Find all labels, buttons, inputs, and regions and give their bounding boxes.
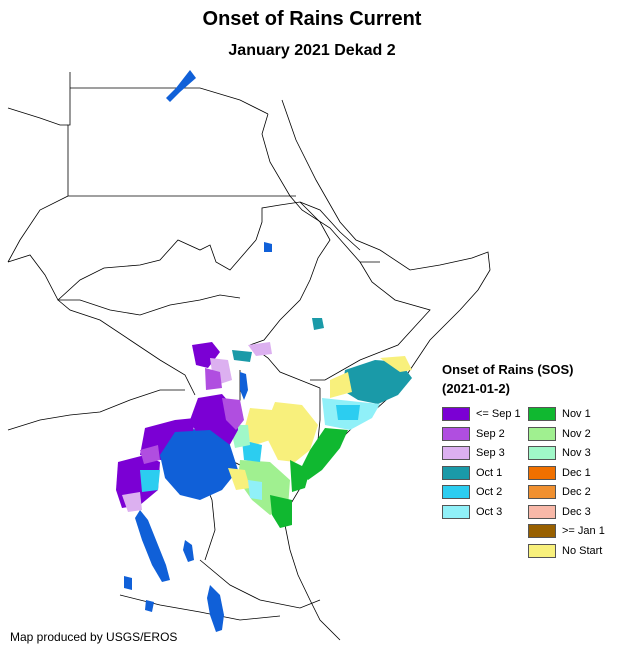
legend-item: Dec 1 <box>528 465 591 481</box>
region-nov1-coast <box>300 428 348 480</box>
region-oct3-tanzania <box>248 480 262 500</box>
lake-rukwa <box>183 540 194 562</box>
region-sep3-ethiopia <box>248 342 272 356</box>
legend-label: Nov 3 <box>562 447 591 459</box>
legend-item: Nov 2 <box>528 426 591 442</box>
border-car-drc <box>7 389 185 431</box>
legend: Onset of Rains (SOS) (2021-01-2) <= Sep … <box>442 360 612 566</box>
legend-label: Dec 3 <box>562 505 591 518</box>
map-subtitle: January 2021 Dekad 2 <box>228 42 396 59</box>
region-oct1-small <box>312 318 324 330</box>
legend-item: Oct 3 <box>442 504 502 520</box>
border-sudan-ethiopia <box>249 201 331 346</box>
border-sudan-southsudan <box>58 294 241 316</box>
region-nostart-kenya-east <box>268 402 318 462</box>
coast-red-sea-west <box>261 113 380 263</box>
legend-grid: <= Sep 1 Sep 2 Sep 3 Oct 1 Oct 2 Oct 3 Nov 1 No… <box>442 406 612 566</box>
region-oct2-somalia <box>336 405 360 420</box>
legend-swatch <box>442 426 470 441</box>
border-southsudan-drc <box>57 299 196 396</box>
legend-swatch <box>442 485 470 499</box>
legend-item: <= Sep 1 <box>442 406 521 422</box>
border-south <box>119 594 281 621</box>
border-chad-sudan <box>7 239 257 301</box>
legend-label: Dec 2 <box>562 486 591 498</box>
legend-label: Oct 3 <box>476 505 503 518</box>
legend-title: Onset of Rains (SOS) <box>442 362 574 377</box>
region-sep3-north <box>210 358 232 384</box>
region-oct1-ethiopia <box>232 350 252 362</box>
legend-label: Nov 1 <box>562 408 591 420</box>
legend-item: Sep 2 <box>442 426 505 442</box>
legend-item: Dec 2 <box>528 484 591 500</box>
region-sep2-north <box>205 368 222 390</box>
legend-swatch <box>528 524 556 538</box>
lake-tanganyika <box>135 510 170 582</box>
border-egypt-libya <box>67 72 71 196</box>
region-nov1-kenya-mid <box>290 460 310 492</box>
coast-arabia <box>281 99 491 311</box>
lake-bangweulu <box>145 600 154 612</box>
border-libya-chad <box>7 195 69 263</box>
border-libya-coast <box>7 107 68 126</box>
legend-swatch <box>442 465 470 480</box>
legend-item: >= Jan 1 <box>528 523 605 539</box>
region-sep3-south <box>122 492 142 512</box>
lake-tana <box>264 242 272 252</box>
legend-swatch <box>528 543 556 558</box>
region-nostart-tanzania <box>228 468 250 490</box>
legend-swatch <box>528 485 556 499</box>
legend-label: Sep 3 <box>476 447 505 459</box>
legend-swatch <box>528 446 556 460</box>
legend-label: Dec 1 <box>562 466 591 479</box>
region-nov1-kenya-south <box>270 495 292 528</box>
sos-regions <box>116 318 412 528</box>
legend-label: Sep 2 <box>476 427 505 440</box>
legend-item: Nov 3 <box>528 445 591 461</box>
border-egypt-north <box>70 87 269 115</box>
region-sep1-northwest <box>192 342 220 368</box>
region-sep2-uganda <box>222 398 244 430</box>
legend-swatch <box>442 504 470 519</box>
border-tanzania-south <box>199 559 321 609</box>
legend-item: Sep 3 <box>442 445 505 461</box>
legend-item: Oct 2 <box>442 484 502 500</box>
legend-label: Oct 1 <box>476 466 503 479</box>
region-nostart-somalia-n <box>380 356 412 372</box>
border-eritrea <box>299 201 361 251</box>
legend-item: Dec 3 <box>528 504 591 520</box>
legend-label: Nov 2 <box>562 427 591 440</box>
map-title: Onset of Rains Current <box>202 8 422 30</box>
coast-east-africa <box>284 524 341 641</box>
lake-malawi <box>207 585 224 632</box>
region-sep2-west <box>140 445 160 464</box>
lake-turkana <box>240 372 248 400</box>
legend-swatch <box>442 446 470 460</box>
border-ethiopia-somalia <box>310 261 431 381</box>
region-blue-central <box>160 430 238 500</box>
legend-item: Nov 1 <box>528 406 591 422</box>
legend-label: <= Sep 1 <box>476 408 521 420</box>
legend-label: No Start <box>562 544 603 557</box>
lake-nasser <box>166 70 196 102</box>
region-oct1-east-somalia <box>342 360 412 404</box>
map-credit: Map produced by USGS/EROS <box>10 630 178 644</box>
legend-swatch <box>442 407 470 421</box>
legend-item: Oct 1 <box>442 465 502 481</box>
legend-date: (2021-01-2) <box>442 381 510 396</box>
lake-mweru <box>124 576 132 590</box>
legend-label: Oct 2 <box>476 486 503 498</box>
legend-item: No Start <box>528 543 602 559</box>
legend-swatch <box>528 426 556 441</box>
legend-swatch <box>528 407 556 421</box>
region-nostart-somalia-w <box>330 372 352 398</box>
legend-label: >= Jan 1 <box>562 525 605 537</box>
region-oct2-rwanda <box>140 470 160 492</box>
legend-swatch <box>528 504 556 519</box>
legend-swatch <box>528 465 556 480</box>
region-nostart-kenya-north <box>244 408 272 446</box>
